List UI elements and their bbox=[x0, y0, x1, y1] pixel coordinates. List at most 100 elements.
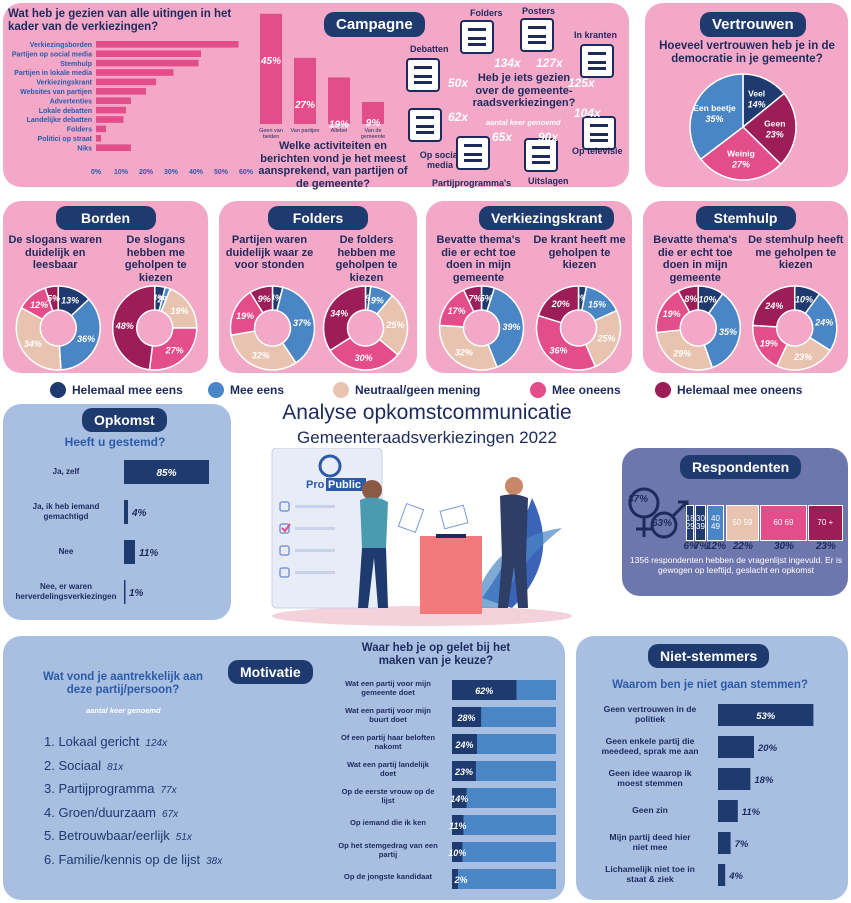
legend-label: Mee oneens bbox=[552, 383, 621, 397]
motivatie-note: aantal keer genoemd bbox=[86, 706, 161, 715]
keuze-value: 62% bbox=[475, 686, 493, 696]
results-icon bbox=[524, 138, 558, 172]
voting-illustration: Pro Public bbox=[271, 448, 572, 626]
aanspreek-category: Allebei bbox=[331, 128, 348, 134]
age-pct: 12% bbox=[706, 541, 727, 552]
uitingen-bar bbox=[96, 125, 106, 133]
donut-slice bbox=[462, 285, 483, 313]
keuze-label: Op de jongste kandidaat bbox=[344, 872, 433, 881]
vertrouwen-label: Weinig bbox=[727, 149, 755, 159]
donut-value: 27% bbox=[165, 346, 184, 356]
keuze-label: nakomt bbox=[374, 742, 401, 751]
niet-bar bbox=[718, 736, 754, 758]
niet-label: politiek bbox=[635, 714, 665, 724]
age-pct: 7% bbox=[693, 541, 709, 552]
nietstemmers-panel bbox=[576, 636, 848, 900]
niet-label: Geen vertrouwen in de bbox=[604, 704, 697, 714]
niet-bar bbox=[718, 832, 731, 854]
donut-value: 39% bbox=[502, 322, 520, 332]
legend-item: Helemaal mee oneens bbox=[655, 382, 802, 398]
social-media-icon bbox=[408, 108, 442, 142]
campagne-item-label: Op social media bbox=[419, 150, 461, 170]
donut-value: 34% bbox=[24, 339, 42, 349]
donut-question-2: De folders hebben me geholpen te kiezen bbox=[335, 234, 398, 284]
niet-bar bbox=[718, 768, 751, 790]
donut-pair: 4%37%32%19%9% 2%9%25%30%34% bbox=[229, 285, 409, 371]
legend-swatch bbox=[50, 382, 66, 398]
keuze-bar-bg bbox=[452, 734, 556, 754]
uitingen-bar bbox=[96, 50, 201, 57]
aanspreek-category: Van de bbox=[364, 128, 381, 134]
svg-text:Pro: Pro bbox=[306, 479, 325, 491]
opkomst-bar bbox=[124, 500, 128, 524]
donut-slice bbox=[752, 285, 796, 328]
donut-value: 17% bbox=[448, 306, 466, 316]
keuze-label: gemeente doet bbox=[361, 688, 415, 697]
propublic-logo: Pro Public bbox=[306, 454, 366, 491]
keuze-chart: Wat een partij voor mijn gemeente doet 62%… bbox=[338, 679, 556, 889]
donut-question-2: De krant heeft me geholpen te kiezen bbox=[533, 234, 626, 272]
donut-pair: 13% 36% 34% 12%5% 4%2%19% 27% 48% bbox=[15, 285, 198, 371]
donut-slice bbox=[15, 306, 62, 371]
donut-question-2: De stemhulp heeft me geholpen te kiezen bbox=[748, 234, 844, 272]
uitingen-tick: 60% bbox=[239, 169, 254, 176]
uitingen-label: Folders bbox=[67, 127, 92, 134]
keuze-label: Op iemand die ik ken bbox=[350, 818, 426, 827]
keuze-label: Wat een partij voor mijn bbox=[345, 706, 431, 715]
uitingen-tick: 30% bbox=[164, 169, 179, 176]
opkomst-bar bbox=[124, 580, 126, 604]
gender-symbols-icon bbox=[628, 487, 689, 539]
keuze-question: Waar heb je op gelet bij het maken van j… bbox=[361, 642, 511, 668]
donut-value: 10% bbox=[795, 294, 813, 304]
motivatie-item-label: 5. Betrouwbaar/eerlijk bbox=[44, 828, 170, 843]
age-bar: 50 59 bbox=[725, 505, 760, 541]
campagne-item-count: 65x bbox=[492, 130, 513, 144]
donut-value: 32% bbox=[252, 351, 270, 361]
niet-value: 11% bbox=[742, 807, 761, 818]
aanspreek-value: 45% bbox=[260, 56, 281, 67]
donut-value: 4% bbox=[151, 293, 165, 303]
keuze-bar bbox=[452, 707, 482, 727]
motivatie-item: 1. Lokaal gericht 124x bbox=[44, 734, 167, 749]
aanspreek-bar bbox=[328, 77, 350, 124]
campagne-item-label: Folders bbox=[470, 8, 503, 18]
keuze-value: 10% bbox=[448, 848, 466, 858]
donut-slice bbox=[677, 285, 699, 314]
donut-slice bbox=[112, 285, 156, 371]
donut-value: 19% bbox=[760, 338, 778, 348]
niet-label: Geen enkele partij die bbox=[606, 736, 695, 746]
keuze-bar bbox=[452, 842, 463, 862]
motivatie-item-label: 3. Partijprogramma bbox=[44, 781, 155, 796]
donut-slice bbox=[375, 294, 409, 356]
campagne-item-count: 104x bbox=[574, 106, 601, 120]
uitingen-bar bbox=[96, 41, 239, 48]
vertrouwen-label: Een beetje bbox=[693, 103, 736, 113]
uitingen-label: Stemhulp bbox=[60, 61, 92, 68]
vertrouwen-label: Veel bbox=[748, 88, 765, 98]
donut-value: 48% bbox=[115, 321, 134, 331]
donut-value: 24% bbox=[814, 317, 833, 327]
campagne-title: Campagne bbox=[324, 12, 425, 37]
legend-label: Helemaal mee eens bbox=[72, 383, 183, 397]
vertrouwen-question: Hoeveel vertrouwen heb je in de democrat… bbox=[659, 40, 835, 66]
donut-value: 25% bbox=[597, 334, 616, 344]
donut-pair: 5% 39% 32% 17%7% 3%15% 25% 36% 20% bbox=[438, 285, 622, 371]
uitingen-label: Partijen in lokale media bbox=[14, 70, 92, 77]
vertrouwen-value: 27% bbox=[731, 160, 750, 170]
motivatie-item-count: 51x bbox=[175, 832, 192, 843]
vertrouwen-label: Geen bbox=[764, 119, 785, 129]
donut-question-1: Partijen waren duidelijk waar ze voor st… bbox=[225, 234, 314, 272]
uitingen-label: Politici op straat bbox=[38, 136, 93, 143]
uitingen-label: Partijen op social media bbox=[12, 51, 92, 58]
niet-label: Lichamelijk niet toe in bbox=[605, 864, 695, 874]
keuze-label: Op het stemgedrag van een bbox=[338, 841, 438, 850]
vertrouwen-slice bbox=[699, 126, 782, 181]
aanspreek-category-2: beiden bbox=[263, 134, 280, 140]
donut-question-1: De slogans waren duidelijk en leesbaar bbox=[8, 234, 103, 272]
keuze-label: Wat een partij landelijk bbox=[347, 760, 430, 769]
svg-text:Public: Public bbox=[328, 479, 361, 491]
newspaper-icon bbox=[580, 44, 614, 78]
